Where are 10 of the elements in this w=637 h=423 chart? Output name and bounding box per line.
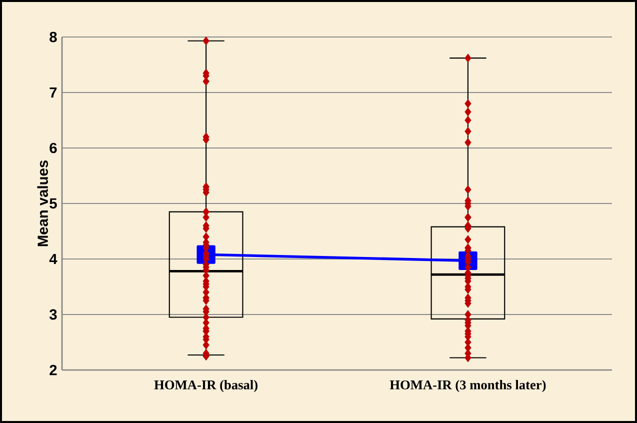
y-tick-label: 3 — [49, 309, 57, 320]
y-axis-title: Mean values — [37, 160, 48, 246]
y-tick-label: 8 — [50, 32, 57, 42]
x-tick-label: HOMA-IR (basal) — [154, 380, 258, 392]
y-tick-label: 6 — [50, 142, 57, 154]
y-tick-label: 4 — [49, 254, 58, 264]
x-tick-label: HOMA-IR (3 months later) — [390, 380, 546, 392]
y-tick-label: 7 — [50, 87, 57, 98]
y-tick-label: 2 — [50, 364, 57, 376]
y-tick-label: 5 — [50, 198, 57, 209]
